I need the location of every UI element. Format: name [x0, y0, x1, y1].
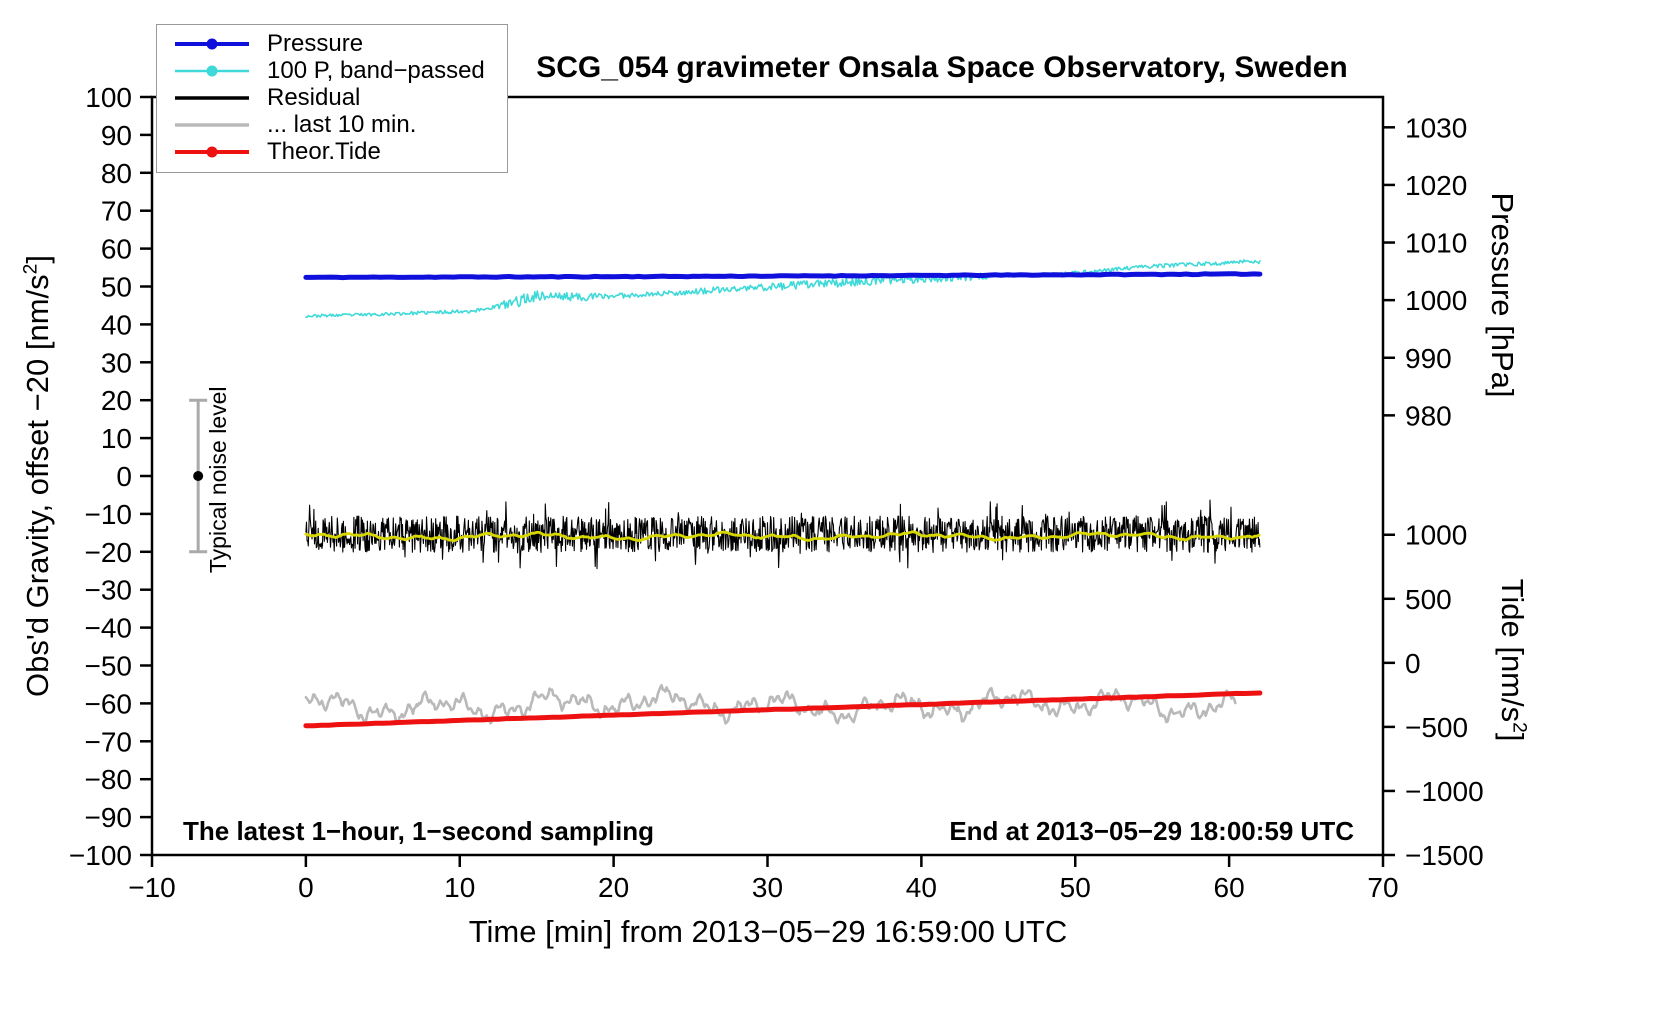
- x-tick-label: 10: [444, 872, 475, 903]
- x-tick-label: 50: [1060, 872, 1091, 903]
- x-tick-label: 70: [1367, 872, 1398, 903]
- legend-item-last10: ... last 10 min.: [173, 111, 507, 138]
- chart-title: SCG_054 gravimeter Onsala Space Observat…: [536, 51, 1348, 84]
- y-tick-label: −40: [85, 613, 133, 644]
- tide-axis-label-text: Tide [nm/s: [1495, 578, 1530, 723]
- series-band_passed: [305, 259, 1261, 318]
- y-tick-label: −50: [85, 651, 133, 682]
- tide-tick-label: 0: [1405, 648, 1421, 679]
- tide-tick-label: −1000: [1405, 776, 1484, 807]
- pressure-axis-label: Pressure [hPa]: [1485, 192, 1520, 398]
- x-tick-label: 0: [298, 872, 314, 903]
- legend-label-tide: Theor.Tide: [267, 137, 381, 165]
- pressure-tick-label: 1030: [1405, 112, 1467, 143]
- tide-tick-label: −1500: [1405, 840, 1484, 871]
- series-residual: [305, 499, 1261, 570]
- tide-axis-label-close: ]: [1495, 732, 1530, 742]
- y-tick-label: −10: [85, 499, 133, 530]
- y-tick-label: −90: [85, 802, 133, 833]
- y-tick-label: −30: [85, 575, 133, 606]
- x-tick-label: −10: [128, 872, 176, 903]
- y-tick-label: −20: [85, 537, 133, 568]
- legend-item-tide: Theor.Tide: [173, 138, 507, 165]
- noise-bar-dot: [193, 471, 204, 481]
- tide-axis-label: Tide [nm/s2]: [1494, 579, 1530, 742]
- legend-sample-last10: [175, 122, 249, 127]
- y-tick-label: 70: [101, 196, 132, 227]
- legend-sample-residual: [175, 95, 249, 100]
- legend-label-last10: ... last 10 min.: [267, 110, 417, 138]
- y-tick-label: 80: [101, 158, 132, 189]
- left-axis-label-close: ]: [20, 255, 55, 264]
- series-last10: [304, 684, 1237, 726]
- plot-frame: [150, 95, 1385, 857]
- pressure-tick-label: 990: [1405, 343, 1452, 374]
- left-axis-label-text: Obs'd Gravity, offset −20 [nm/s: [20, 274, 55, 697]
- pressure-tick-label: 980: [1405, 400, 1452, 431]
- legend-label-band_passed: 100 P, band−passed: [267, 56, 485, 84]
- tide-tick-label: −500: [1405, 712, 1468, 743]
- series-residual_smooth: [304, 530, 1261, 543]
- x-tick-label: 40: [906, 872, 937, 903]
- y-tick-label: 0: [116, 461, 132, 492]
- left-axis-label-sup: 2: [20, 263, 42, 275]
- y-tick-label: 40: [101, 309, 132, 340]
- legend-item-pressure: Pressure: [173, 30, 507, 57]
- left-axis-label: Obs'd Gravity, offset −20 [nm/s2]: [20, 255, 56, 697]
- pressure-tick-label: 1010: [1405, 228, 1467, 259]
- y-tick-label: 50: [101, 272, 132, 303]
- tide-tick-label: 1000: [1405, 520, 1467, 551]
- legend: Pressure 100 P, band−passed Residual... la…: [156, 24, 508, 173]
- y-tick-label: −80: [85, 764, 133, 795]
- legend-sample-tide: [175, 146, 249, 157]
- tide-tick-label: 500: [1405, 584, 1452, 615]
- legend-sample-band_passed: [175, 65, 249, 76]
- y-tick-label: 60: [101, 234, 132, 265]
- x-tick-label: 20: [598, 872, 629, 903]
- y-tick-label: −60: [85, 688, 133, 719]
- end-time-note: End at 2013−05−29 18:00:59 UTC: [949, 816, 1354, 846]
- y-tick-label: −100: [69, 840, 132, 871]
- y-tick-label: 20: [101, 385, 132, 416]
- y-tick-label: −70: [85, 726, 133, 757]
- y-tick-label: 30: [101, 347, 132, 378]
- y-tick-label: 10: [101, 423, 132, 454]
- pressure-tick-label: 1020: [1405, 170, 1467, 201]
- noise-level-label: Typical noise level: [205, 386, 231, 573]
- pressure-tick-label: 1000: [1405, 285, 1467, 316]
- x-axis-label: Time [min] from 2013−05−29 16:59:00 UTC: [468, 914, 1068, 949]
- y-tick-label: 90: [101, 120, 132, 151]
- x-tick-label: 60: [1214, 872, 1245, 903]
- tide-axis-label-sup: 2: [1508, 722, 1530, 733]
- legend-label-pressure: Pressure: [267, 29, 364, 57]
- x-tick-label: 30: [752, 872, 783, 903]
- legend-label-residual: Residual: [267, 83, 361, 111]
- series-tide: [303, 690, 1263, 729]
- y-tick-label: 100: [85, 82, 132, 113]
- legend-item-residual: Residual: [173, 84, 507, 111]
- sampling-note: The latest 1−hour, 1−second sampling: [183, 816, 655, 846]
- series-pressure: [303, 271, 1263, 281]
- legend-item-band_passed: 100 P, band−passed: [173, 57, 507, 84]
- legend-sample-pressure: [175, 38, 249, 49]
